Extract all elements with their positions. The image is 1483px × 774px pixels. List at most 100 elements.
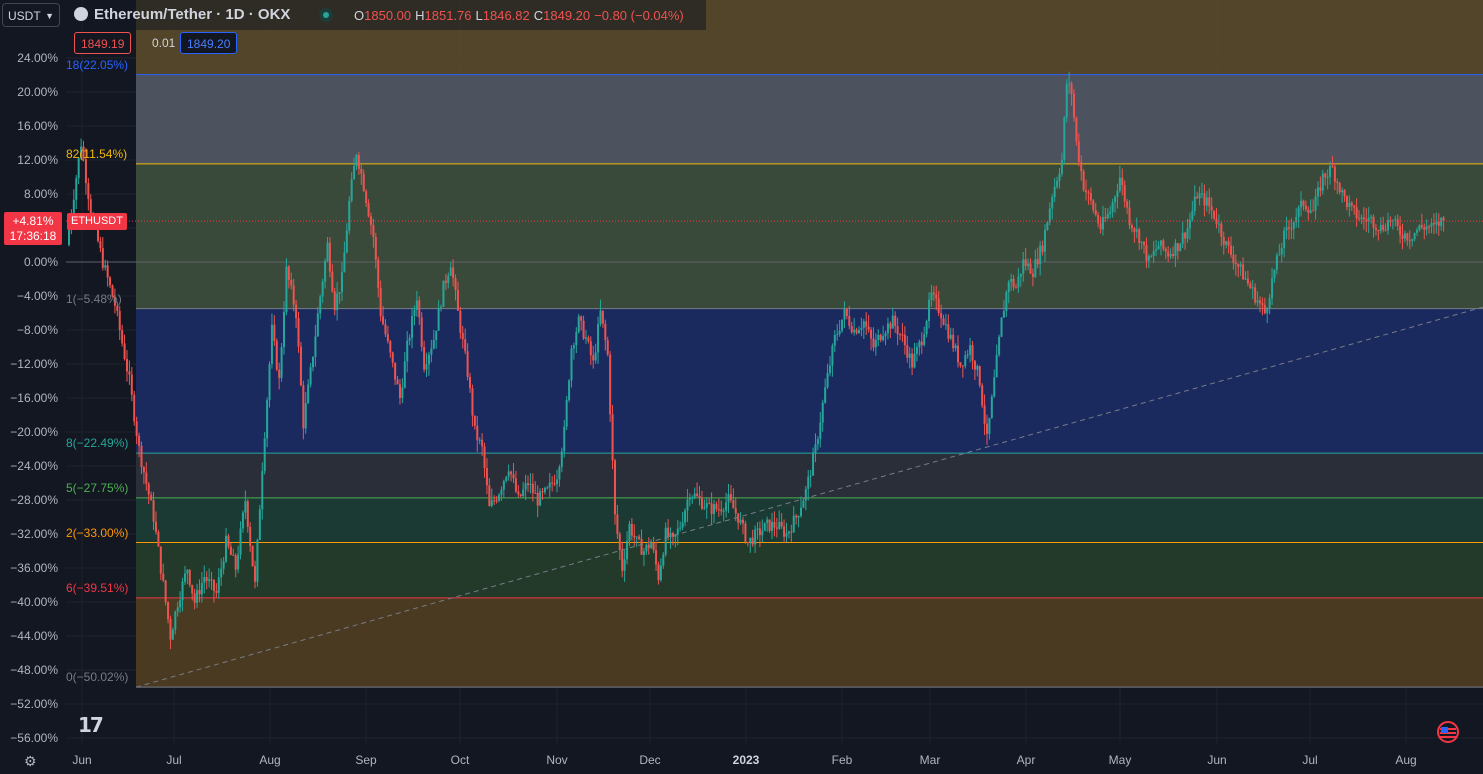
candle-body [82, 146, 85, 160]
candle-body [135, 421, 138, 436]
candle-body [311, 356, 315, 368]
candle-body [473, 415, 476, 426]
candle-body [116, 305, 119, 312]
candle-body [193, 593, 196, 603]
candle-body [828, 365, 831, 374]
candle-body [1367, 218, 1370, 222]
candle-body [391, 352, 394, 363]
candle-body [130, 374, 133, 395]
candle-body [430, 348, 433, 355]
candle-body [1176, 243, 1179, 251]
candle-body [1401, 235, 1404, 239]
candle-body [1237, 264, 1240, 267]
currency-select[interactable]: USDT ▼ [2, 3, 60, 27]
tradingview-logo-icon[interactable]: 17 [78, 713, 104, 737]
candle-body [1425, 226, 1428, 230]
candle-body [1432, 223, 1435, 225]
candle-body [1210, 206, 1213, 211]
candle-body [357, 154, 360, 169]
candle-body [872, 338, 875, 348]
y-tick-label: 24.00% [17, 51, 58, 65]
candle-body [384, 324, 387, 335]
candle-body [1118, 177, 1121, 191]
candle-body [273, 324, 276, 341]
market-status-icon[interactable] [319, 8, 333, 22]
candle-body [761, 530, 764, 536]
candle-body [944, 324, 947, 326]
candle-body [1167, 251, 1170, 257]
fib-band [136, 74, 1483, 164]
us-flag-icon[interactable] [1433, 720, 1463, 744]
candle-body [541, 491, 544, 493]
candle-body [367, 203, 370, 217]
candle-body [874, 340, 877, 348]
candle-body [234, 555, 237, 570]
candle-body [657, 564, 660, 581]
candle-body [394, 362, 397, 380]
candle-body [1068, 83, 1071, 85]
candle-body [754, 529, 757, 545]
candle-body [1394, 219, 1397, 221]
candle-body [1172, 253, 1175, 256]
candle-body [1297, 207, 1300, 218]
candle-body [171, 629, 174, 640]
candle-body [543, 487, 546, 492]
candle-body [444, 280, 447, 283]
candle-body [865, 321, 868, 327]
candle-body [427, 354, 430, 365]
candle-body [1377, 229, 1380, 231]
candle-body [529, 483, 532, 485]
candle-body [360, 168, 363, 174]
candle-body [923, 334, 926, 346]
candle-body [1338, 182, 1341, 193]
candle-body [1005, 292, 1008, 312]
candle-body [365, 191, 368, 204]
candle-body [1321, 173, 1324, 191]
price-axis[interactable]: 24.00%20.00%16.00%12.00%8.00%4.00%0.00%−… [0, 0, 66, 774]
candle-body [1179, 244, 1182, 251]
candle-body [1435, 221, 1438, 225]
candle-body [1029, 263, 1032, 274]
sell-price-button[interactable]: 1849.19 [74, 32, 132, 54]
candle-body [1389, 220, 1392, 222]
candle-body [703, 507, 706, 509]
symbol-title[interactable]: Ethereum/Tether · 1D · OKX [74, 5, 290, 25]
candle-body [307, 384, 310, 404]
candle-body [278, 369, 281, 378]
candle-body [1157, 245, 1160, 250]
candle-body [321, 281, 324, 297]
candle-body [222, 561, 225, 569]
ohlc-key: H [415, 8, 425, 23]
buy-price-button[interactable]: 1849.20 [180, 32, 238, 54]
candle-body [609, 354, 612, 415]
candle-body [99, 240, 102, 249]
candle-body [440, 306, 443, 308]
candle-body [237, 554, 240, 570]
candle-body [1256, 300, 1259, 303]
candle-body [1092, 200, 1095, 210]
candle-body [1326, 176, 1329, 178]
candle-body [1290, 228, 1293, 230]
candle-body [1002, 311, 1005, 318]
candle-body [1350, 202, 1353, 206]
candle-body [1007, 282, 1010, 293]
candle-body [343, 252, 346, 273]
candle-body [807, 476, 810, 490]
candle-body [534, 492, 537, 494]
fib-level-label: 8(−22.49%) [66, 436, 129, 451]
candle-body [1268, 298, 1271, 308]
candle-body [1128, 207, 1131, 226]
candle-body [406, 340, 409, 362]
candle-body [1345, 196, 1348, 207]
candle-body [386, 334, 389, 342]
candle-body [906, 345, 909, 358]
candle-body [314, 336, 317, 357]
gear-icon[interactable]: ⚙ [24, 753, 37, 769]
candle-body [580, 316, 583, 321]
candle-body [215, 590, 218, 593]
candle-body [1060, 159, 1063, 174]
candle-body [899, 334, 902, 336]
candle-body [1379, 225, 1382, 231]
ohlc-key: L [475, 8, 483, 23]
